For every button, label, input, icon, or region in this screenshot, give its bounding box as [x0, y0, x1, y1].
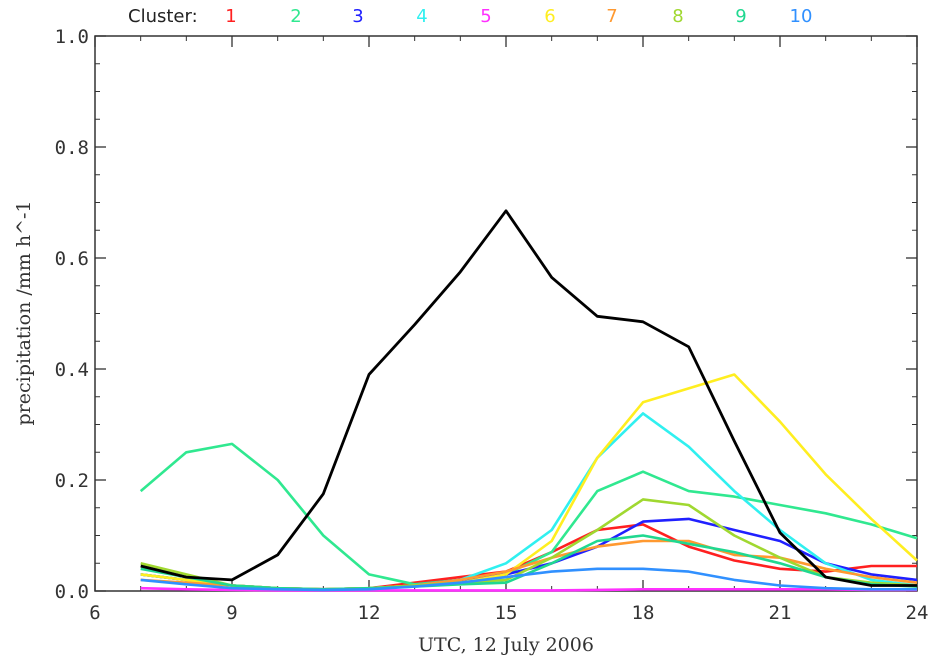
- y-axis-title: precipitation /mm h^-1: [13, 201, 35, 426]
- y-tick-label: 0.0: [55, 581, 89, 603]
- legend-entry-cluster-10: 10: [790, 6, 813, 27]
- y-tick-label: 0.6: [55, 248, 89, 270]
- x-tick-label: 15: [495, 602, 518, 624]
- legend-entry-cluster-5: 5: [480, 6, 491, 27]
- x-tick-label: 9: [226, 602, 237, 624]
- series-line-cluster-9: [140, 534, 918, 591]
- legend: Cluster: 1 2 3 4 5 6 7 8 9 10: [128, 6, 812, 27]
- legend-title: Cluster:: [128, 6, 198, 27]
- x-tick-label: 12: [358, 602, 381, 624]
- legend-entry-cluster-4: 4: [416, 6, 427, 27]
- legend-entry-cluster-8: 8: [672, 6, 683, 27]
- x-axis-title: UTC, 12 July 2006: [418, 634, 594, 656]
- legend-entry-cluster-3: 3: [352, 6, 363, 27]
- x-tick-label: 21: [769, 602, 792, 624]
- legend-entry-cluster-9: 9: [735, 6, 746, 27]
- legend-entry-cluster-6: 6: [544, 6, 555, 27]
- x-tick-label: 6: [89, 602, 100, 624]
- series-line-cluster-6: [140, 373, 918, 591]
- x-tick-label: 24: [906, 602, 929, 624]
- x-tick-label: 18: [632, 602, 655, 624]
- series-line-cluster-2: [139, 442, 918, 586]
- y-tick-label: 0.8: [55, 137, 89, 159]
- legend-entry-cluster-1: 1: [225, 6, 236, 27]
- y-tick-label: 0.4: [55, 359, 89, 381]
- legend-entry-cluster-7: 7: [606, 6, 617, 27]
- series-line-cluster-10: [140, 567, 917, 592]
- y-tick-label: 0.2: [55, 470, 89, 492]
- y-tick-label: 1.0: [55, 26, 89, 48]
- series-line-unlabeled: [140, 209, 917, 587]
- legend-entry-cluster-2: 2: [290, 6, 301, 27]
